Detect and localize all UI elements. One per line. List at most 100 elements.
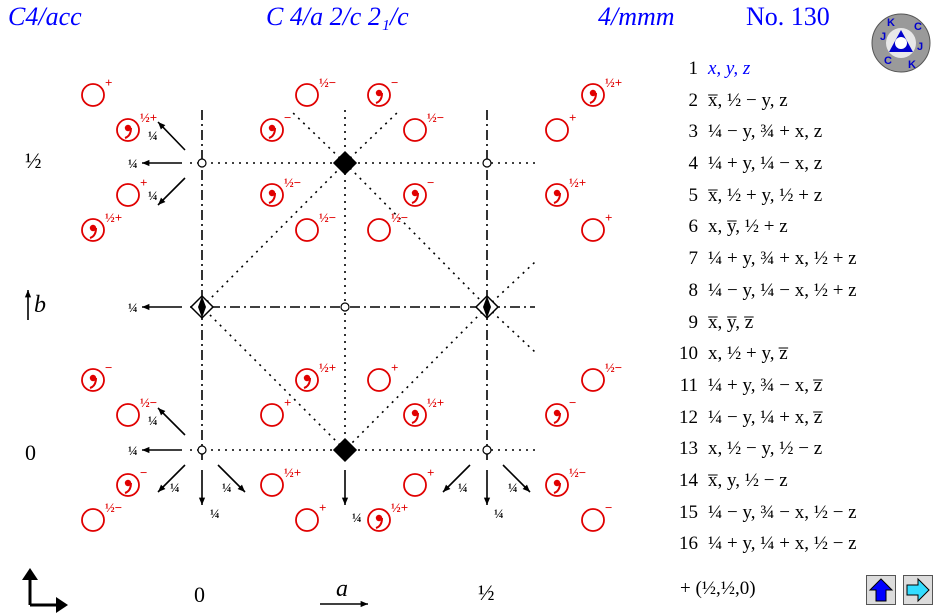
general-position-circle [403, 118, 427, 142]
point-group: 4/mmm [598, 2, 675, 31]
operation-number: 5 [688, 184, 699, 206]
general-position-circle [581, 508, 605, 532]
general-position-circle [295, 218, 319, 242]
height-label-quarter: ¼ [352, 510, 362, 525]
diagonal-line [344, 109, 401, 164]
y-label-zero: 0 [25, 440, 36, 465]
operation-expression: x̅, y, ½ − z [708, 469, 788, 491]
height-label-quarter: ¼ [128, 443, 138, 458]
comma-glyph-tail [89, 227, 97, 239]
operation-expression: ¼ + y, ¼ − x, z [708, 153, 823, 175]
operation-row: 7 ¼ + y, ¾ + x, ½ + z [672, 243, 902, 275]
general-position-circle [81, 508, 105, 532]
comma-glyph-tail [411, 412, 419, 424]
height-label-quarter: ¼ [128, 156, 138, 171]
height-label: − [427, 175, 434, 190]
operation-row: 4 ¼ + y, ¼ − x, z [672, 148, 902, 180]
operation-expression: ¼ + y, ¾ + x, ½ + z [708, 248, 857, 270]
operation-number: 13 [679, 438, 698, 460]
operation-row: 16 ¼ + y, ¼ + x, ½ − z [672, 528, 902, 560]
comma-glyph-tail [268, 127, 276, 139]
comma-glyph [303, 374, 311, 382]
comma-glyph [124, 124, 132, 132]
general-position-circle [260, 118, 284, 142]
height-label: ½− [427, 110, 444, 125]
operation-expression: ¼ − y, ¾ + x, z [708, 121, 823, 143]
operation-expression: x̅, y̅, z̅ [708, 311, 754, 333]
comma-glyph [553, 189, 561, 197]
height-label: ½− [605, 360, 622, 375]
height-label: ½− [140, 395, 157, 410]
twofold-axis-arrow-head [198, 497, 206, 505]
general-position-circle [116, 473, 140, 497]
height-label-quarter: ¼ [494, 506, 504, 521]
height-label: ½− [284, 175, 301, 190]
operation-row: 3 ¼ − y, ¾ + x, z [672, 116, 902, 148]
fourfold-axis-symbol-core [198, 296, 206, 318]
comma-glyph-tail [589, 92, 597, 104]
inversion-center-symbol [482, 445, 492, 455]
full-symbol: C 4/a 2/c 2₁/c [266, 2, 409, 31]
height-label-quarter: ¼ [222, 480, 232, 495]
diagonal-line [486, 306, 536, 353]
operation-number: 8 [688, 279, 699, 301]
comma-glyph-tail [89, 377, 97, 389]
height-label: ½+ [140, 110, 157, 125]
twofold-axis-arrow-head [142, 159, 150, 167]
twofold-axis-arrow-head [443, 484, 451, 492]
operation-number: 9 [688, 311, 699, 333]
height-label: ½+ [391, 500, 408, 515]
twofold-axis-arrow-head [158, 122, 166, 130]
height-label: + [427, 465, 434, 480]
fourfold-axis-symbol [332, 150, 358, 176]
height-label-quarter: ¼ [210, 506, 220, 521]
inversion-center-symbol [197, 445, 207, 455]
height-label: + [391, 360, 398, 375]
height-label-quarter: ¼ [170, 480, 180, 495]
comma-glyph [411, 409, 419, 417]
general-position-circle [260, 473, 284, 497]
comma-glyph-tail [268, 192, 276, 204]
operation-number: 2 [688, 89, 699, 111]
height-label: ½+ [605, 75, 622, 90]
general-position-circle [545, 473, 569, 497]
height-label-quarter: ¼ [458, 480, 468, 495]
general-position-circle [581, 218, 605, 242]
general-position-circle [81, 83, 105, 107]
comma-glyph [553, 479, 561, 487]
twofold-axis-arrow-head [142, 303, 150, 311]
next-button[interactable] [903, 575, 933, 605]
operation-number: 7 [688, 248, 699, 270]
svg-text:C: C [914, 21, 922, 33]
comma-glyph-tail [553, 412, 561, 424]
operation-number: 11 [679, 374, 698, 396]
general-position-circle [367, 368, 391, 392]
short-symbol: C4/acc [8, 2, 82, 31]
operation-number: 1 [688, 58, 699, 79]
general-position-circle [116, 403, 140, 427]
x-label-zero: 0 [194, 582, 205, 607]
general-position-circle [403, 183, 427, 207]
operation-row: 11 ¼ + y, ¾ − x, z̅ [672, 370, 902, 402]
general-position-circle [295, 83, 319, 107]
operation-row: 14 x̅, y, ½ − z [672, 465, 902, 497]
b-axis-label: b [34, 292, 46, 318]
diagonal-line [344, 306, 488, 451]
comma-glyph [553, 409, 561, 417]
operation-expression: ¼ − y, ¼ + x, z̅ [708, 406, 823, 428]
fourfold-axis-symbol-core [483, 296, 491, 318]
up-button[interactable] [866, 575, 896, 605]
diagonal-line [344, 162, 488, 308]
svg-text:C: C [884, 55, 892, 67]
operation-row: 12 ¼ − y, ¼ + x, z̅ [672, 402, 902, 434]
comma-glyph [89, 374, 97, 382]
comma-glyph [411, 189, 419, 197]
diagonal-line [201, 306, 346, 451]
height-label-quarter: ¼ [148, 413, 158, 428]
a-axis-label: a [336, 576, 348, 602]
general-position-circle [545, 403, 569, 427]
general-position-circle [260, 183, 284, 207]
inversion-center-symbol [340, 302, 350, 312]
twofold-axis-arrow-head [237, 484, 245, 492]
height-label: − [391, 75, 398, 90]
